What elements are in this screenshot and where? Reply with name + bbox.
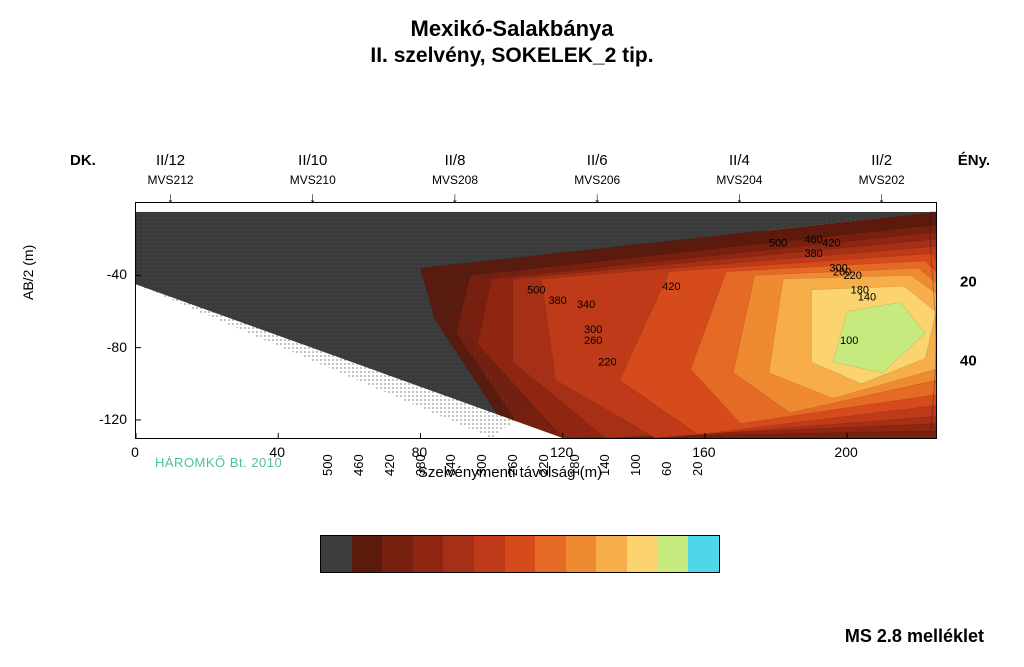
x-tick: 200 xyxy=(834,444,857,460)
station-sub: MVS208 xyxy=(425,173,485,187)
legend-value: 340 xyxy=(443,454,458,476)
down-arrow-icon: ↓ xyxy=(567,189,627,205)
legend-value: 100 xyxy=(628,454,643,476)
down-arrow-icon: ↓ xyxy=(852,189,912,205)
legend-swatch xyxy=(443,536,474,572)
station-sub: MVS204 xyxy=(709,173,769,187)
legend: 5004604203803403002602201801401006020 xyxy=(320,505,720,573)
title: Mexikó-Salakbánya II. szelvény, SOKELEK_… xyxy=(0,15,1024,69)
footer-label: MS 2.8 melléklet xyxy=(845,626,984,647)
svg-text:340: 340 xyxy=(577,299,595,311)
chart-area: DK. ÉNy. AB/2 (m) Szelvénymenti távolság… xyxy=(30,140,990,480)
y-axis-label: AB/2 (m) xyxy=(20,245,36,300)
station-marker: II/6 MVS206 ↓ xyxy=(567,152,627,205)
down-arrow-icon: ↓ xyxy=(709,189,769,205)
station-marker: II/10 MVS210 ↓ xyxy=(283,152,343,205)
svg-text:500: 500 xyxy=(527,284,545,296)
station-main: II/4 xyxy=(709,152,769,169)
station-main: II/10 xyxy=(283,152,343,169)
y-tick: -80 xyxy=(93,339,127,355)
legend-value: 140 xyxy=(597,454,612,476)
legend-swatch xyxy=(505,536,536,572)
station-marker: II/8 MVS208 ↓ xyxy=(425,152,485,205)
legend-value: 180 xyxy=(567,454,582,476)
station-sub: MVS206 xyxy=(567,173,627,187)
legend-swatch xyxy=(535,536,566,572)
legend-value: 60 xyxy=(659,462,674,476)
y-tick: -120 xyxy=(93,411,127,427)
station-main: II/12 xyxy=(141,152,201,169)
legend-value: 300 xyxy=(474,454,489,476)
x-tick: 0 xyxy=(131,444,139,460)
y2-tick: 40 xyxy=(960,353,990,370)
legend-value: 460 xyxy=(351,454,366,476)
title-line-1: Mexikó-Salakbánya xyxy=(0,15,1024,43)
contour-svg: 5003803403002602204205004604203803002602… xyxy=(136,203,936,438)
legend-value: 260 xyxy=(505,454,520,476)
svg-text:380: 380 xyxy=(804,248,822,260)
legend-value: 380 xyxy=(413,454,428,476)
svg-text:460: 460 xyxy=(804,234,822,246)
station-marker: II/2 MVS202 ↓ xyxy=(852,152,912,205)
svg-text:220: 220 xyxy=(844,270,862,282)
legend-value: 220 xyxy=(536,454,551,476)
legend-swatch xyxy=(321,536,352,572)
legend-swatch xyxy=(566,536,597,572)
legend-labels: 5004604203803403002602201801401006020 xyxy=(320,505,720,535)
svg-text:100: 100 xyxy=(840,335,858,347)
down-arrow-icon: ↓ xyxy=(141,189,201,205)
x-tick: 160 xyxy=(692,444,715,460)
svg-text:220: 220 xyxy=(598,357,616,369)
station-sub: MVS212 xyxy=(141,173,201,187)
legend-value: 420 xyxy=(382,454,397,476)
station-marker: II/12 MVS212 ↓ xyxy=(141,152,201,205)
legend-swatch xyxy=(596,536,627,572)
legend-swatch xyxy=(658,536,689,572)
legend-swatch xyxy=(352,536,383,572)
legend-swatch xyxy=(413,536,444,572)
legend-swatch xyxy=(688,536,719,572)
legend-swatch xyxy=(627,536,658,572)
legend-value: 500 xyxy=(320,454,335,476)
legend-bar xyxy=(320,535,720,573)
down-arrow-icon: ↓ xyxy=(283,189,343,205)
down-arrow-icon: ↓ xyxy=(425,189,485,205)
direction-right: ÉNy. xyxy=(958,152,990,169)
y-tick: -40 xyxy=(93,266,127,282)
station-main: II/8 xyxy=(425,152,485,169)
svg-text:140: 140 xyxy=(858,292,876,304)
svg-text:380: 380 xyxy=(548,295,566,307)
svg-text:420: 420 xyxy=(662,281,680,293)
legend-value: 20 xyxy=(690,462,705,476)
plot: 5003803403002602204205004604203803002602… xyxy=(135,202,937,439)
station-sub: MVS210 xyxy=(283,173,343,187)
direction-left: DK. xyxy=(70,152,96,169)
credit: HÁROMKŐ Bt. 2010 xyxy=(155,455,282,470)
title-line-2: II. szelvény, SOKELEK_2 tip. xyxy=(0,43,1024,69)
station-sub: MVS202 xyxy=(852,173,912,187)
legend-swatch xyxy=(382,536,413,572)
svg-text:420: 420 xyxy=(822,237,840,249)
svg-text:500: 500 xyxy=(769,237,787,249)
legend-swatch xyxy=(474,536,505,572)
y2-tick: 20 xyxy=(960,273,990,290)
svg-text:260: 260 xyxy=(584,335,602,347)
station-main: II/6 xyxy=(567,152,627,169)
station-marker: II/4 MVS204 ↓ xyxy=(709,152,769,205)
station-main: II/2 xyxy=(852,152,912,169)
